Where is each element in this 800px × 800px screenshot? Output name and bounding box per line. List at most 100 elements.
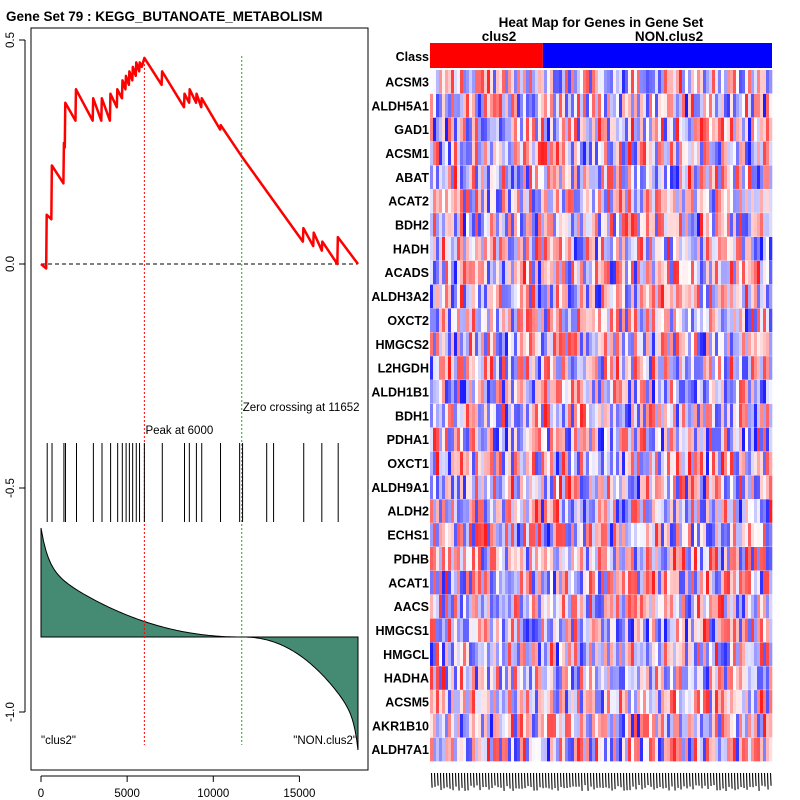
heatmap-cell — [451, 189, 455, 213]
heatmap-cell — [655, 284, 659, 309]
heatmap-cell — [595, 713, 599, 738]
heatmap-cell — [616, 594, 620, 619]
heatmap-cell — [595, 451, 599, 476]
heatmap-cell — [493, 189, 497, 213]
heatmap-cell — [703, 523, 707, 547]
heatmap-cell — [760, 618, 764, 643]
heatmap-cell — [706, 165, 710, 189]
heatmap-cell — [676, 141, 680, 166]
heatmap-cell — [559, 427, 563, 452]
heatmap-cell — [712, 451, 716, 476]
heatmap-cell — [619, 570, 623, 595]
heatmap-cell — [442, 284, 446, 309]
heatmap-cell — [589, 570, 593, 595]
heatmap-cell — [574, 308, 578, 333]
heatmap-cell — [448, 642, 452, 666]
running-es-line — [40, 56, 359, 270]
heatmap-cell — [442, 213, 446, 237]
heatmap-cell — [730, 618, 734, 643]
heatmap-cell — [757, 70, 761, 94]
heatmap-cell — [481, 260, 485, 285]
heatmap-cell — [625, 642, 629, 666]
heatmap-cell — [760, 499, 764, 523]
heatmap-cell — [511, 141, 515, 166]
heatmap-cell — [598, 666, 602, 690]
heatmap-cell — [628, 236, 632, 261]
heatmap-cell — [544, 594, 548, 619]
heatmap-cell — [745, 523, 749, 547]
heatmap-cell — [748, 308, 752, 333]
heatmap-cell — [577, 713, 581, 738]
heatmap-cell — [700, 70, 704, 94]
heatmap-cell — [694, 427, 698, 452]
heatmap-cell — [568, 332, 572, 356]
heatmap-cell — [433, 165, 437, 189]
heatmap-cell — [724, 141, 728, 166]
heatmap-cell — [571, 189, 575, 213]
heatmap-cell — [553, 451, 557, 476]
heatmap-cell — [478, 380, 482, 404]
heatmap-cell — [532, 618, 536, 643]
heatmap-cell — [433, 70, 437, 94]
heatmap-cell — [697, 332, 701, 356]
heatmap-cell — [715, 427, 719, 452]
heatmap-cell — [538, 332, 542, 356]
heatmap-cell — [649, 213, 653, 237]
heatmap-cell — [586, 594, 590, 619]
heatmap-cell — [439, 284, 443, 309]
heatmap-cell — [637, 189, 641, 213]
sample-label-mark — [538, 772, 541, 788]
heatmap-cell — [436, 260, 440, 285]
heatmap-cell — [763, 570, 767, 595]
heatmap-cell — [562, 737, 566, 762]
heatmap-cell — [721, 356, 725, 380]
heatmap-cell — [607, 93, 611, 118]
heatmap-cell — [622, 141, 626, 166]
heatmap-cell — [745, 117, 749, 142]
heatmap-cell — [634, 189, 638, 213]
heatmap-cell — [439, 403, 443, 428]
heatmap-cell — [565, 308, 569, 333]
sample-label-mark — [625, 772, 628, 791]
heatmap-cell — [586, 403, 590, 428]
heatmap-cell — [733, 93, 737, 118]
heatmap-cell — [598, 260, 602, 285]
heatmap-cell — [613, 141, 617, 166]
heatmap-cell — [673, 93, 677, 118]
heatmap-cell — [733, 380, 737, 404]
heatmap-cell — [541, 284, 545, 309]
heatmap-cell — [454, 475, 458, 499]
heatmap-cell — [679, 523, 683, 547]
heatmap-cell — [439, 332, 443, 356]
heatmap-cell — [757, 165, 761, 189]
heatmap-cell — [433, 260, 437, 285]
heatmap-cell — [715, 260, 719, 285]
heatmap-cell — [742, 642, 746, 666]
heatmap-row — [430, 499, 773, 523]
heatmap-cell — [568, 284, 572, 309]
heatmap-cell — [526, 475, 530, 499]
heatmap-cell — [481, 523, 485, 547]
heatmap-cell — [535, 618, 539, 643]
heatmap-cell — [685, 70, 689, 94]
heatmap-cell — [433, 427, 437, 452]
heatmap-cell — [682, 618, 686, 643]
heatmap-cell — [586, 260, 590, 285]
heatmap-cell — [613, 713, 617, 738]
heatmap-cell — [730, 332, 734, 356]
heatmap-cell — [604, 70, 608, 94]
heatmap-cell — [484, 523, 488, 547]
heatmap-cell — [700, 380, 704, 404]
heatmap-cell — [721, 189, 725, 213]
heatmap-cell — [499, 570, 503, 595]
heatmap-cell — [607, 547, 611, 571]
heatmap-cell — [475, 690, 479, 714]
heatmap-cell — [445, 523, 449, 547]
heatmap-cell — [628, 666, 632, 690]
heatmap-cell — [505, 570, 509, 595]
heatmap-cell — [727, 737, 731, 762]
heatmap-cell — [448, 141, 452, 166]
heatmap-cell — [760, 594, 764, 619]
heatmap-cell — [565, 618, 569, 643]
heatmap-cell — [508, 690, 512, 714]
